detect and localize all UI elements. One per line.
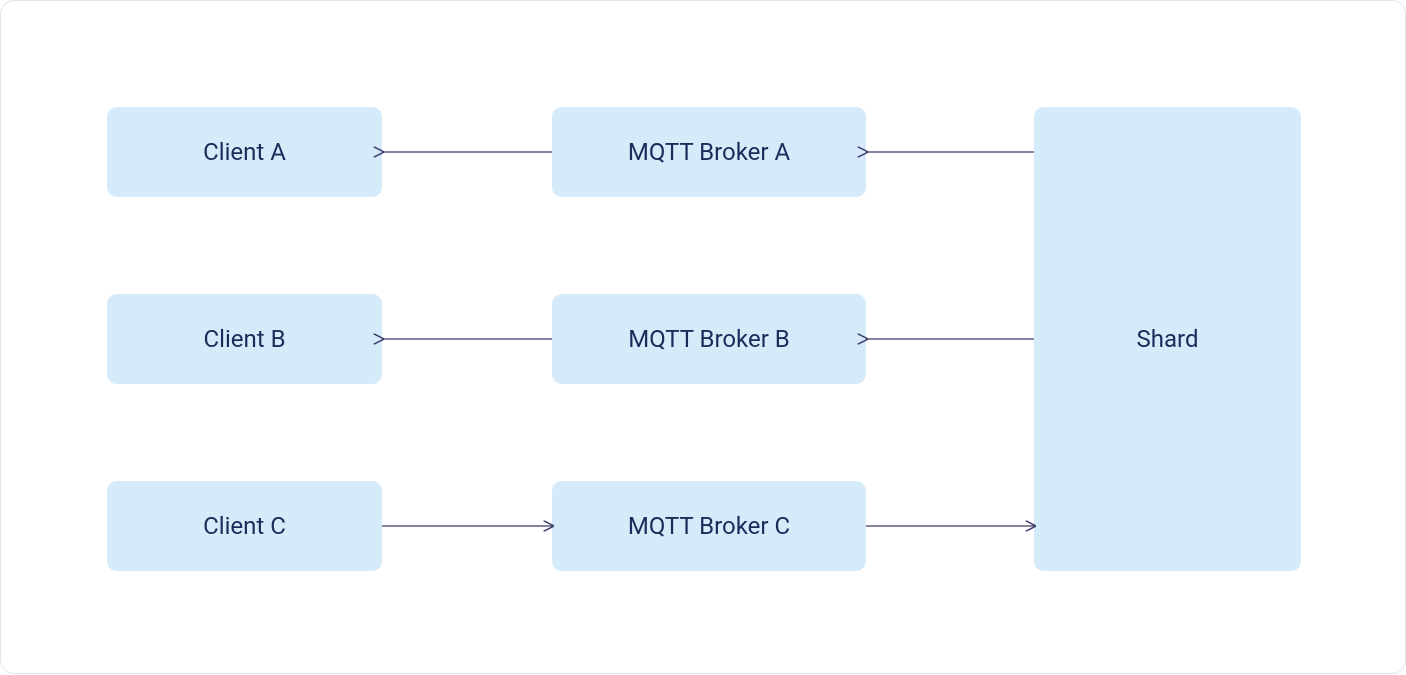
node-label: MQTT Broker B: [628, 325, 790, 353]
node-broker-c: MQTT Broker C: [552, 481, 866, 571]
node-label: MQTT Broker A: [628, 138, 790, 166]
node-client-c: Client C: [107, 481, 382, 571]
node-broker-a: MQTT Broker A: [552, 107, 866, 197]
node-broker-b: MQTT Broker B: [552, 294, 866, 384]
diagram-frame: Client A Client B Client C MQTT Broker A…: [0, 0, 1406, 674]
node-client-b: Client B: [107, 294, 382, 384]
node-label: Client A: [203, 138, 286, 166]
node-label: Shard: [1137, 325, 1199, 353]
node-client-a: Client A: [107, 107, 382, 197]
node-label: Client C: [203, 512, 286, 540]
node-shard: Shard: [1034, 107, 1301, 571]
node-label: MQTT Broker C: [628, 512, 790, 540]
node-label: Client B: [203, 325, 285, 353]
